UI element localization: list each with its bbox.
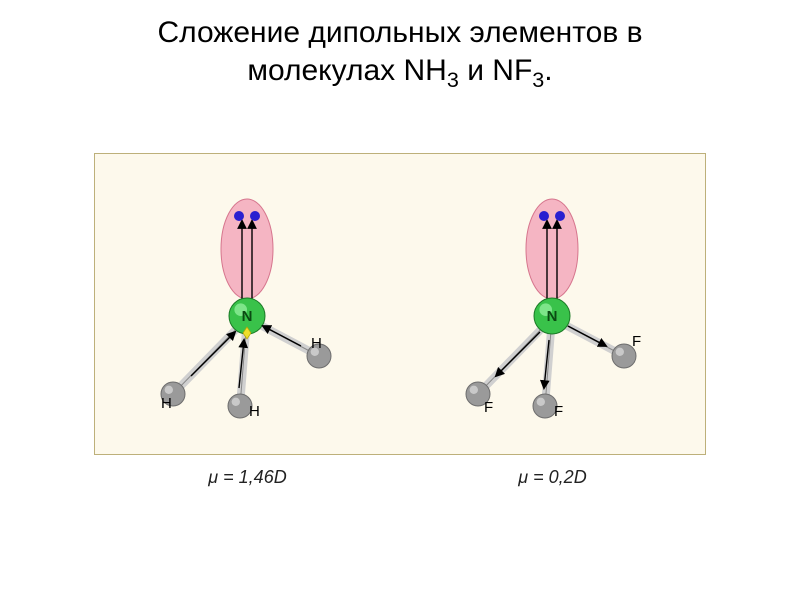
page-title: Сложение дипольных элементов в молекулах…	[0, 0, 800, 93]
sub3a: 3	[447, 67, 459, 92]
svg-text:F: F	[554, 403, 563, 420]
mu-value-left: = 1,46D	[218, 467, 287, 487]
title-line2-suffix: .	[544, 54, 552, 87]
svg-text:F: F	[484, 399, 493, 416]
svg-text:F: F	[632, 333, 641, 350]
mu-symbol-left: μ	[208, 467, 218, 487]
mu-symbol-right: μ	[518, 467, 528, 487]
title-line2-prefix: молекулах NH	[247, 54, 447, 87]
title-line2-mid: и NF	[459, 54, 532, 87]
sub3b: 3	[532, 67, 544, 92]
title-line1: Сложение дипольных элементов в	[157, 16, 642, 49]
caption-right: μ = 0,2D	[400, 467, 705, 488]
panel-nf3: N F F F	[400, 154, 705, 454]
mu-value-right: = 0,2D	[528, 467, 587, 487]
svg-text:H: H	[311, 335, 322, 352]
svg-text:H: H	[249, 403, 260, 420]
svg-text:N: N	[547, 308, 558, 325]
caption-left: μ = 1,46D	[95, 467, 400, 488]
svg-text:N: N	[242, 308, 253, 325]
svg-text:H: H	[161, 395, 172, 412]
figure-area: N H H H N F F F	[94, 153, 706, 455]
panel-nh3: N H H H	[95, 154, 400, 454]
